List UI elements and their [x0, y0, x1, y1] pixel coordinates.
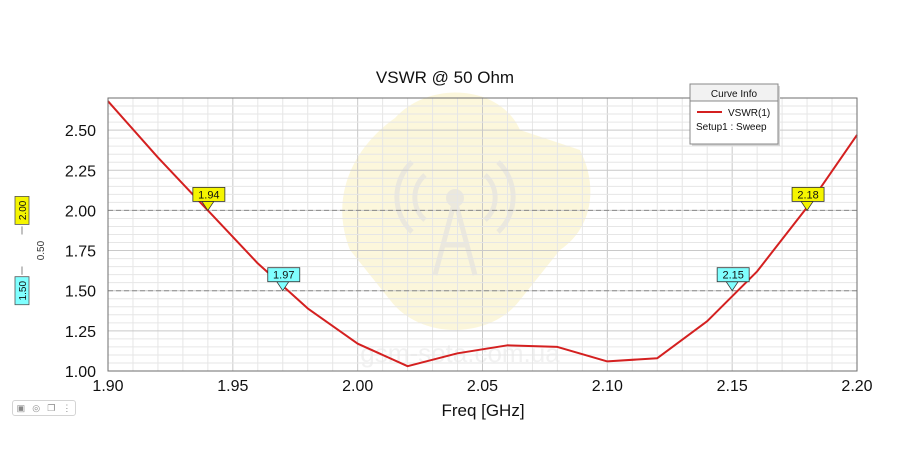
marker-box: [791, 187, 825, 202]
marker: 2.18: [791, 187, 825, 212]
x-tick-label: 1.90: [92, 378, 123, 395]
marker-label: 1.94: [198, 189, 219, 201]
y-tick-labels: 1.00 1.25 1.50 1.75 2.00 2.25 2.50: [65, 123, 96, 381]
x-tick-label: 2.15: [717, 378, 748, 395]
marker: 1.97: [267, 267, 301, 292]
x-tick-label: 2.10: [592, 378, 623, 395]
reference-tag: 2.00: [14, 196, 30, 225]
image-icon[interactable]: ▣: [16, 402, 26, 413]
marker-pointer: [800, 201, 814, 212]
legend-title: Curve Info: [711, 89, 758, 100]
y-tick-label: 1.50: [65, 284, 96, 301]
camera-icon[interactable]: ◎: [32, 402, 41, 413]
x-axis-label: Freq [GHz]: [441, 401, 524, 420]
x-tick-label: 1.95: [217, 378, 248, 395]
reference-tag: 1.50: [14, 276, 30, 306]
plot-frame: [107, 97, 858, 372]
legend-entry: VSWR(1): [728, 108, 770, 119]
watermark-logo: gsm-sota.com.ua: [342, 92, 591, 368]
reference-tag-label: 2.00: [18, 200, 29, 220]
marker: 1.94: [192, 187, 226, 212]
x-tick-label: 2.05: [467, 378, 498, 395]
x-tick-label: 2.20: [841, 378, 872, 395]
x-tick-labels: 1.90 1.95 2.00 2.05 2.10 2.15 2.20: [92, 378, 872, 395]
marker: 2.15: [716, 267, 750, 292]
y-tick-label: 1.75: [65, 244, 96, 261]
y-tick-label: 2.00: [65, 203, 96, 220]
markers: 1.94 1.97 2.15 2.18: [192, 187, 825, 292]
image-toolbar: ▣ ◎ ❐ ⋮: [12, 400, 76, 416]
chart-title: VSWR @ 50 Ohm: [376, 68, 514, 87]
reference-tags: 2.00 1.50 0.50: [14, 196, 47, 306]
y-tick-label: 1.00: [65, 364, 96, 381]
grid: [108, 98, 857, 371]
marker-label: 2.15: [722, 270, 743, 282]
x-tick-label: 2.00: [342, 378, 373, 395]
copy-icon[interactable]: ❐: [47, 402, 56, 413]
y-tick-label: 2.25: [65, 163, 96, 180]
reference-tag-label: 1.50: [18, 281, 29, 301]
marker-box: [716, 267, 750, 283]
legend: Curve Info VSWR(1) Setup1 : Sweep: [689, 83, 780, 146]
more-icon[interactable]: ⋮: [62, 402, 72, 413]
marker-label: 2.18: [797, 189, 818, 201]
series-group: [107, 100, 858, 368]
marker-pointer: [725, 281, 739, 292]
legend-subtitle: Setup1 : Sweep: [696, 122, 767, 133]
marker-box: [192, 187, 226, 202]
delta-label: 0.50: [36, 240, 47, 260]
marker-label: 1.97: [273, 270, 294, 282]
y-tick-label: 1.25: [65, 324, 96, 341]
marker-box: [267, 267, 301, 283]
series-line-vswr: [107, 100, 858, 368]
y-tick-label: 2.50: [65, 123, 96, 140]
